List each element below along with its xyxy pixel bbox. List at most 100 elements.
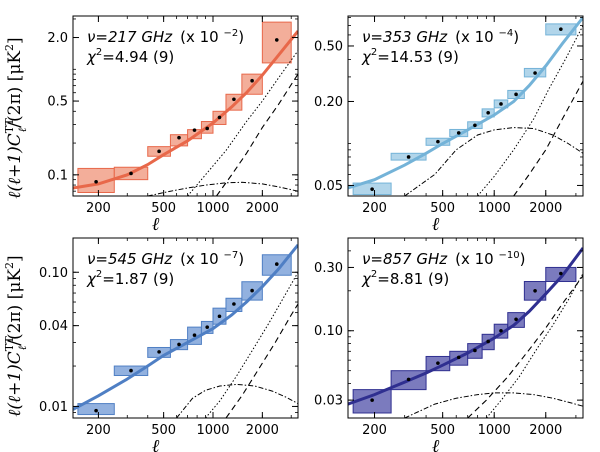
x-tick-label: 500 (430, 201, 455, 216)
y-tick-label: 0.1 (47, 168, 68, 183)
panel-top-right: 200 500 1000 2000 0.05 0.20 0.50 ℓ ν=353 GHz (x 1… (314, 15, 584, 235)
bin-box (225, 93, 243, 111)
data-point (205, 126, 210, 131)
model-total-line (73, 243, 298, 411)
x-tick-label: 1000 (478, 201, 511, 216)
data-point (192, 128, 197, 132)
x-tick-label: 2000 (529, 423, 562, 438)
data-point (456, 131, 461, 135)
frequency-annotation: ν=857 GHz (x 10 −10) (362, 250, 525, 268)
frequency-annotation: ν=217 GHz (x 10 −2) (87, 28, 244, 46)
model-dashed-line (225, 303, 298, 418)
nu-label: ν=545 GHz (87, 250, 173, 268)
model-dashed-line (513, 80, 583, 196)
svg-text:ℓ(ℓ+1)CTTℓ/(2π) [μK2]: ℓ(ℓ+1)CTTℓ/(2π) [μK2] (3, 37, 29, 198)
data-point (559, 27, 563, 31)
x-tick-label: 1000 (196, 201, 229, 216)
x-tick-label: 500 (430, 423, 455, 438)
data-point (94, 179, 98, 184)
axes-frame (72, 15, 299, 197)
scale-exponent: −10 (498, 250, 519, 261)
scale-exponent: −7 (223, 250, 238, 261)
model-total-line (348, 16, 583, 190)
nu-label: ν=353 GHz (362, 28, 448, 46)
y-tick-label: 0.5 (47, 95, 68, 110)
data-point (232, 302, 236, 306)
chi2-value: =14.53 (9) (377, 48, 459, 66)
scale-close: ) (513, 28, 519, 46)
data-point (486, 339, 490, 344)
chi2-symbol: χ (86, 270, 97, 288)
panel-bottom-left: 200 500 1000 2000 0.01 0.04 0.10 ℓ ν=545 GHz (x 1… (39, 237, 299, 452)
nu-label: ν=217 GHz (87, 28, 173, 46)
data-point (486, 110, 490, 115)
model-dotted-line (205, 272, 298, 418)
data-point (129, 368, 133, 373)
x-tick-label: 2000 (246, 423, 279, 438)
data-point (473, 348, 477, 353)
y-axis-label-top: ℓ(ℓ+1)CTTℓ/(2π) [μK2] (3, 37, 29, 198)
model-dotted-line (187, 50, 298, 196)
data-point (559, 271, 563, 276)
x-tick-label: 1000 (478, 423, 511, 438)
data-point (499, 102, 503, 106)
model-dashdot-line (147, 181, 298, 196)
model-dashed-line (216, 73, 298, 196)
model-total-line (348, 247, 583, 406)
svg-text:ℓ(ℓ+1)CTTℓ/(2π) [μK2]: ℓ(ℓ+1)CTTℓ/(2π) [μK2] (3, 255, 29, 416)
panel-bottom-right: 200 500 1000 2000 0.03 0.10 0.30 ℓ ν=857 GHz (x 1… (314, 237, 584, 452)
model-dashdot-line (404, 127, 583, 196)
y-tick-label: 0.05 (314, 179, 343, 194)
y-tick-label: 0.30 (314, 261, 343, 276)
data-point (157, 149, 161, 154)
nu-label: ν=857 GHz (362, 250, 448, 268)
model-dashdot-line (404, 392, 583, 418)
data-point (205, 325, 210, 329)
chi2-symbol: χ (361, 48, 372, 66)
x-tick-label: 500 (151, 201, 176, 216)
scale-exponent: −2 (223, 28, 238, 39)
plot-area (348, 247, 583, 418)
data-point (192, 333, 197, 337)
y-tick-label: 0.04 (39, 319, 68, 334)
data-point (129, 171, 133, 176)
chi2-symbol: χ (361, 270, 372, 288)
data-point (473, 123, 477, 128)
chi2-value: =4.94 (9) (102, 48, 174, 66)
data-point (533, 289, 537, 293)
axes-frame (72, 237, 299, 419)
axes-frame (347, 237, 584, 419)
data-point (274, 262, 279, 266)
chi2-annotation: χ2=14.53 (9) (361, 47, 459, 66)
panel-top-left: 200 500 1000 2000 0.1 0.5 2.0 ℓ ν=217 GHz (x 10 −… (47, 15, 299, 235)
data-point (406, 377, 411, 382)
model-total-line (73, 30, 298, 190)
plot-area (73, 243, 298, 418)
data-point (514, 317, 518, 322)
x-axis-label: ℓ (152, 214, 160, 235)
chi2-superscript: 2 (96, 47, 102, 58)
chi2-superscript: 2 (96, 269, 102, 280)
scale-label: (x 10 (455, 250, 498, 268)
plot-area (348, 16, 583, 196)
data-point (217, 115, 222, 120)
data-point (499, 328, 503, 333)
model-dashdot-line (176, 383, 298, 418)
data-point (514, 92, 518, 97)
x-axis-label: ℓ (432, 214, 440, 235)
x-axis-label: ℓ (152, 436, 160, 452)
data-point (250, 78, 254, 83)
scale-exponent: −4 (498, 28, 513, 39)
data-point (370, 187, 374, 191)
data-point (177, 342, 181, 347)
chi2-superscript: 2 (371, 47, 377, 58)
data-point (436, 361, 440, 365)
y-tick-label: 0.50 (314, 39, 343, 54)
x-tick-label: 200 (86, 423, 111, 438)
frequency-annotation: ν=353 GHz (x 10 −4) (362, 28, 519, 46)
data-point (436, 139, 440, 144)
model-dotted-line (477, 25, 583, 196)
data-point (370, 398, 374, 402)
x-tick-label: 2000 (529, 201, 562, 216)
